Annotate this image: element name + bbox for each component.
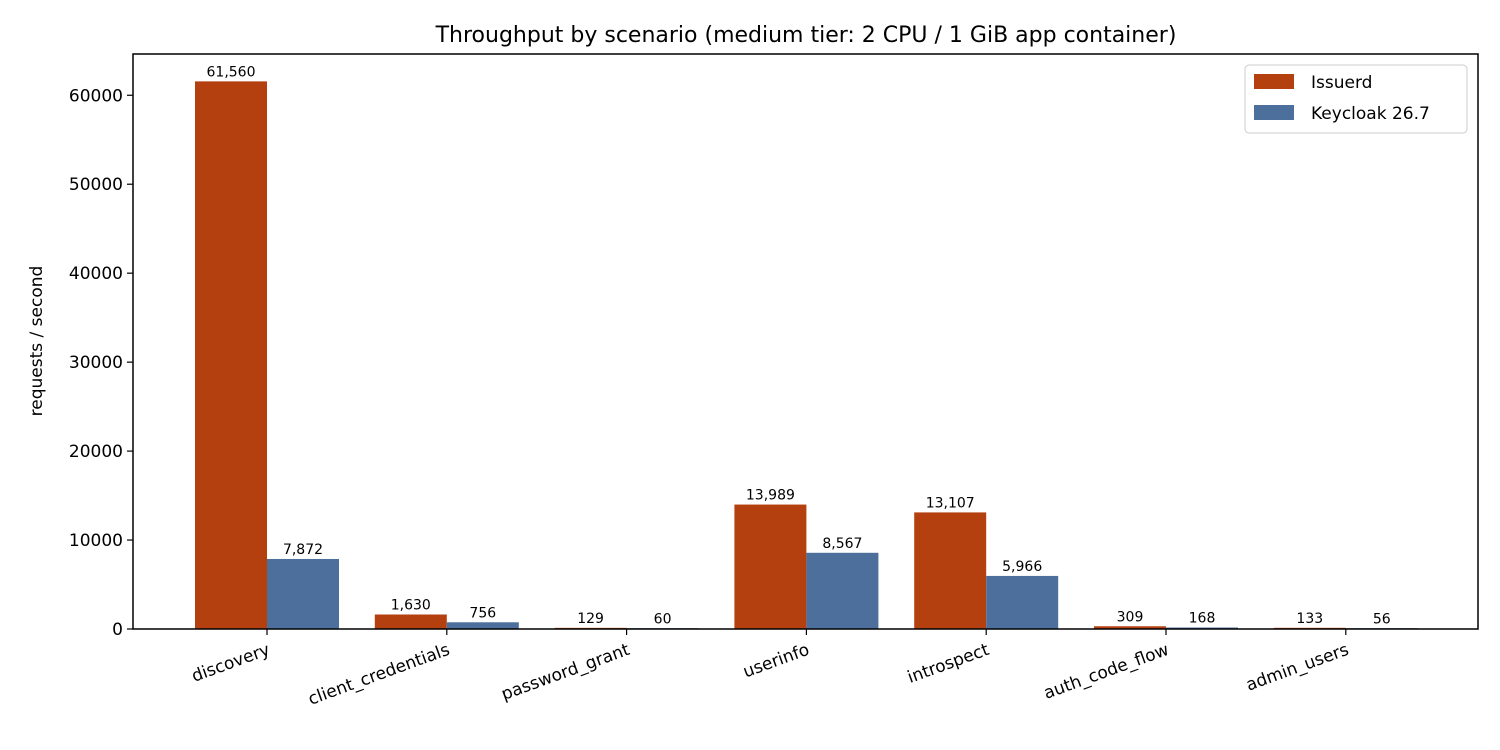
y-axis-label: requests / second bbox=[27, 266, 47, 417]
data-label: 61,560 bbox=[207, 64, 256, 80]
data-label: 56 bbox=[1373, 612, 1391, 628]
x-tick-label: auth_code_flow bbox=[1041, 640, 1172, 704]
bar-keycloak bbox=[267, 558, 339, 629]
y-tick-label: 50000 bbox=[69, 175, 123, 195]
bar-keycloak bbox=[986, 575, 1059, 629]
data-label: 13,107 bbox=[926, 495, 975, 511]
y-tick-label: 10000 bbox=[69, 531, 123, 551]
x-tick-label: discovery bbox=[189, 640, 273, 687]
y-tick-label: 60000 bbox=[69, 86, 123, 106]
data-label: 1,630 bbox=[391, 598, 431, 614]
x-tick-label: introspect bbox=[905, 640, 992, 688]
y-tick-label: 40000 bbox=[69, 264, 123, 284]
legend-label: Keycloak 26.7 bbox=[1311, 104, 1430, 124]
chart-title: Throughput by scenario (medium tier: 2 C… bbox=[435, 23, 1177, 48]
data-label: 5,966 bbox=[1002, 559, 1042, 575]
bar-issuerd bbox=[914, 512, 987, 629]
legend-swatch bbox=[1254, 105, 1294, 120]
legend-label: Issuerd bbox=[1311, 73, 1372, 93]
y-tick-label: 0 bbox=[112, 620, 123, 640]
y-tick-label: 20000 bbox=[69, 442, 123, 462]
data-label: 13,989 bbox=[746, 488, 795, 504]
plot-frame bbox=[132, 53, 1479, 630]
data-label: 168 bbox=[1189, 611, 1216, 627]
legend-box bbox=[1244, 64, 1468, 134]
x-tick-label: password_grant bbox=[499, 640, 633, 705]
legend-swatch bbox=[1254, 74, 1294, 89]
data-label: 133 bbox=[1296, 611, 1323, 627]
data-label: 7,872 bbox=[283, 542, 323, 558]
plot-area: 0 10000 20000 30000 40000 50000 60000 61,560 7,8… bbox=[69, 64, 1418, 710]
bar-issuerd bbox=[374, 614, 447, 629]
bar-issuerd bbox=[734, 504, 807, 629]
data-label: 8,567 bbox=[822, 536, 862, 552]
x-tick-label: userinfo bbox=[740, 640, 812, 682]
x-tick-label: admin_users bbox=[1243, 640, 1351, 696]
data-label: 756 bbox=[469, 605, 496, 621]
bar-issuerd bbox=[195, 81, 267, 629]
bar-keycloak bbox=[806, 552, 879, 629]
data-label: 60 bbox=[654, 611, 672, 627]
y-tick-label: 30000 bbox=[69, 353, 123, 373]
data-label: 309 bbox=[1117, 609, 1144, 625]
data-label: 129 bbox=[577, 611, 604, 627]
bar-keycloak bbox=[446, 622, 519, 629]
legend: Issuerd Keycloak 26.7 bbox=[1244, 64, 1468, 134]
x-tick-label: client_credentials bbox=[306, 640, 453, 710]
bar-issuerd bbox=[1094, 626, 1166, 629]
